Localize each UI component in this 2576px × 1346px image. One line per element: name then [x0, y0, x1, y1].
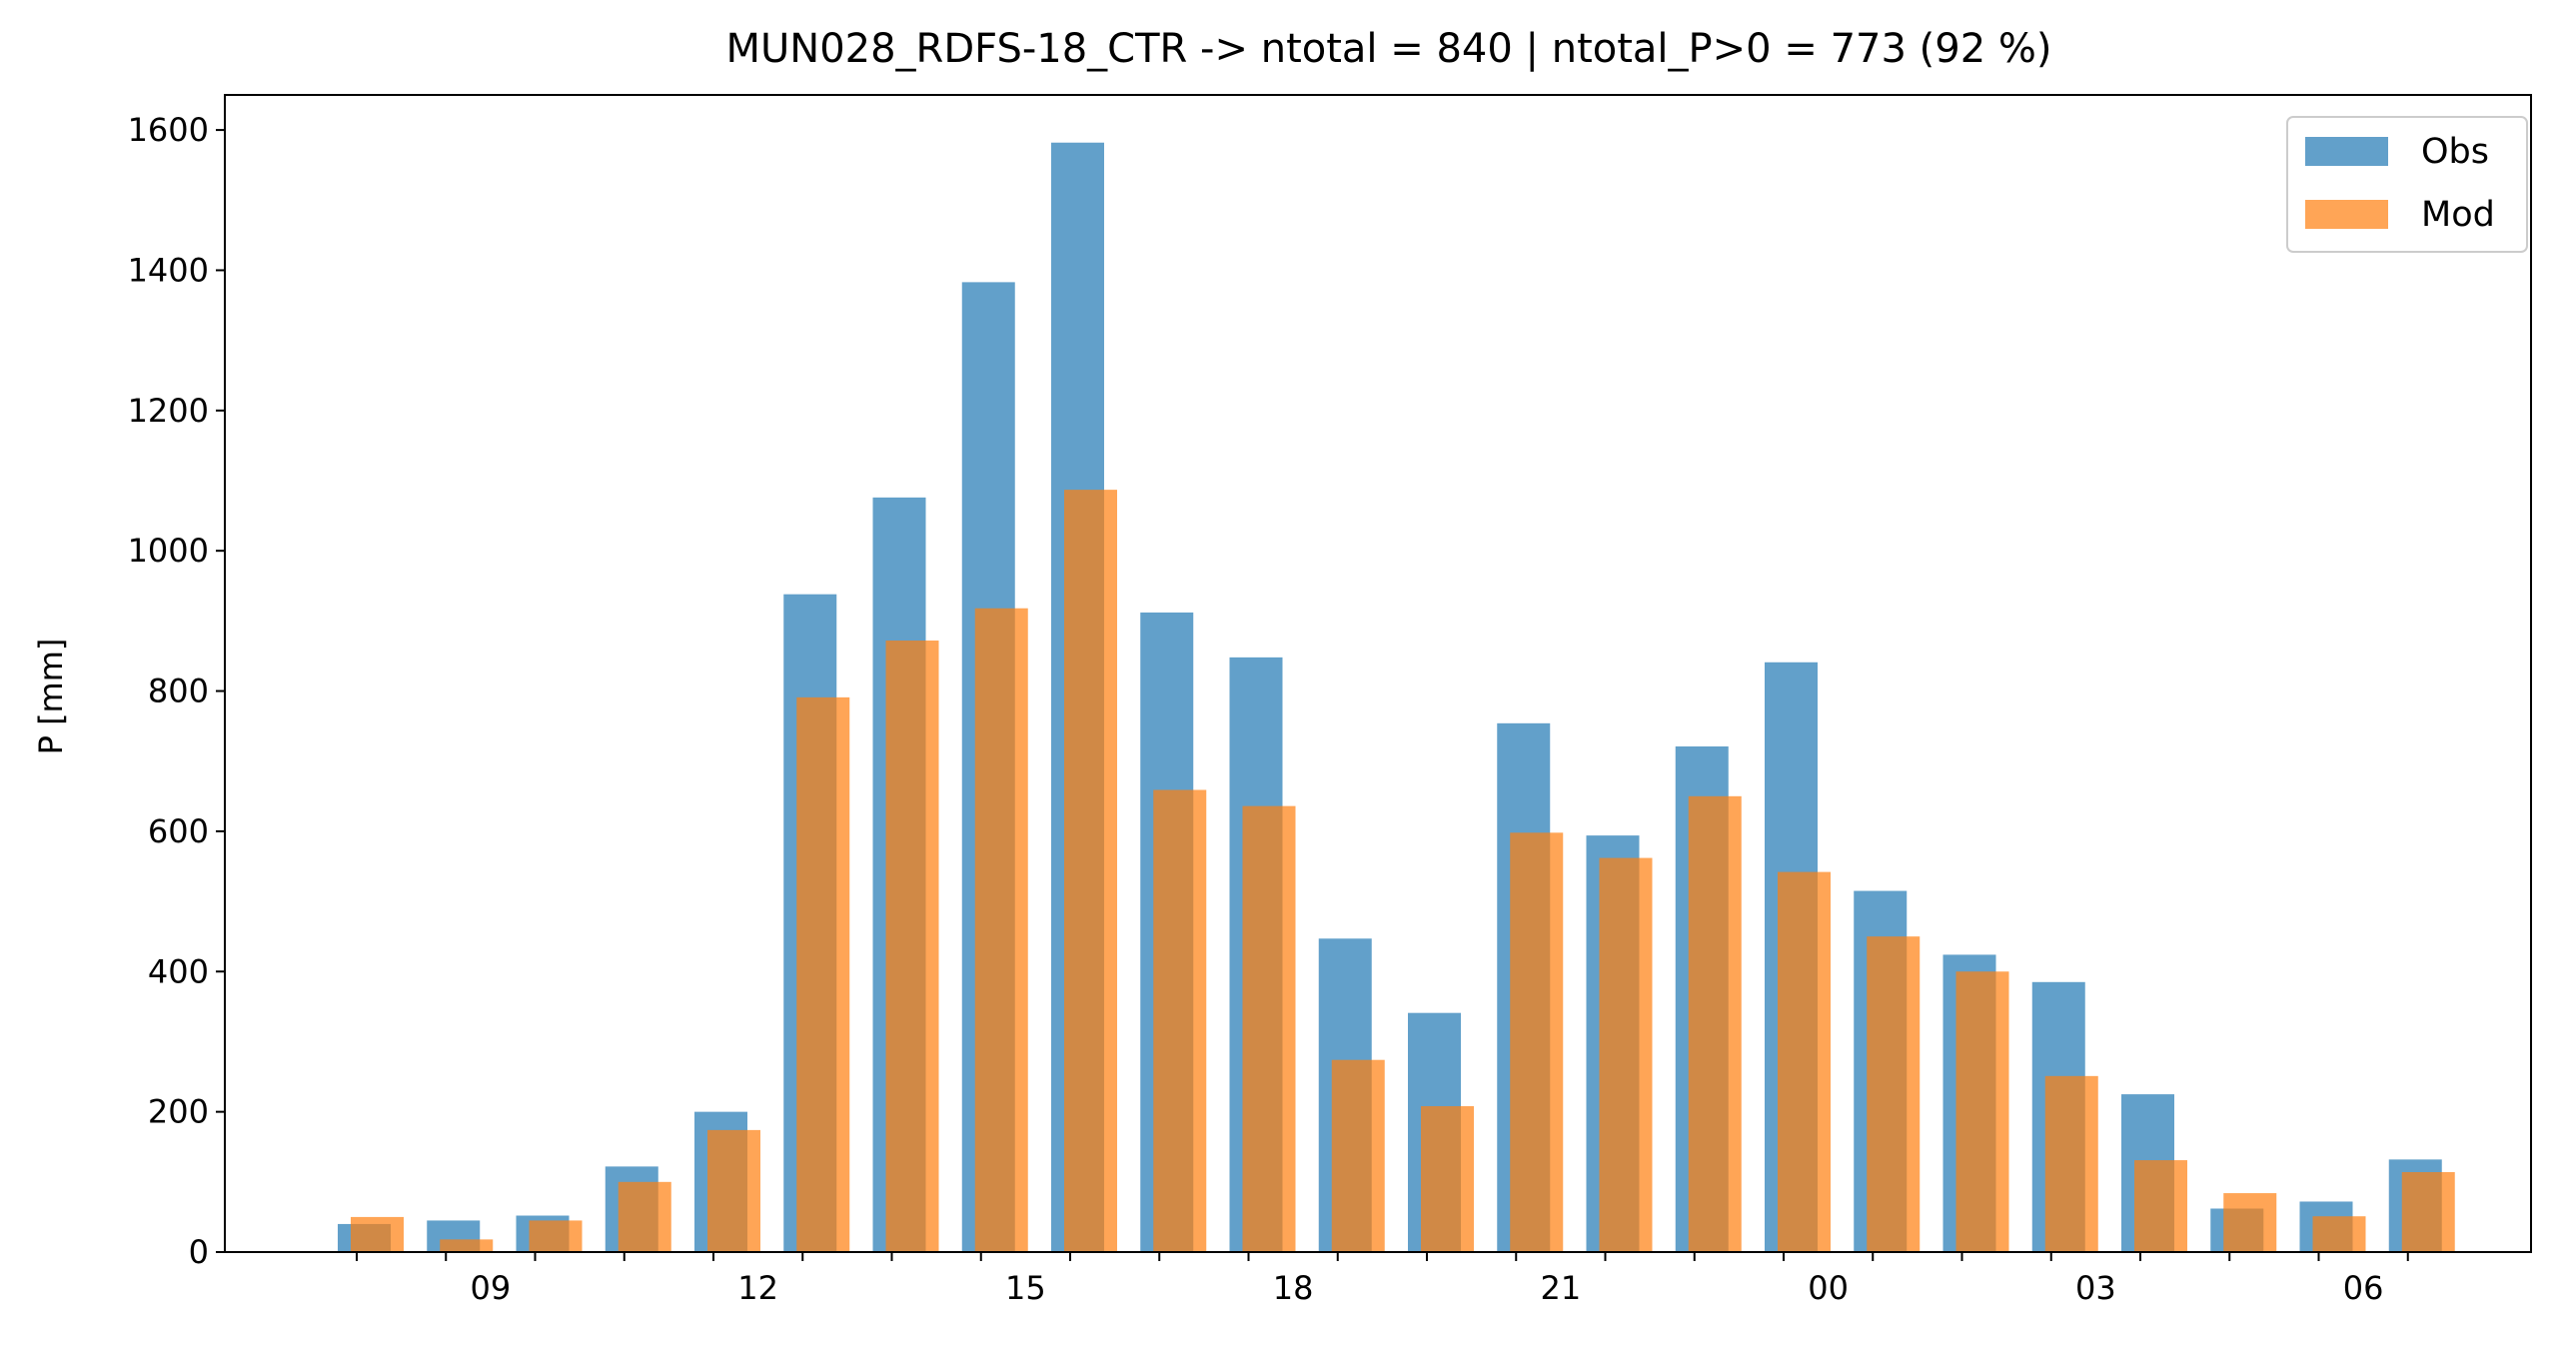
mod-bar: [1242, 805, 1296, 1252]
x-tick-label: 15: [1005, 1269, 1046, 1307]
y-tick-label: 1600: [128, 111, 209, 149]
mod-bar: [440, 1239, 494, 1252]
mod-bar: [351, 1216, 404, 1252]
mod-bar: [1867, 936, 1921, 1252]
mod-bar: [974, 608, 1028, 1252]
axes-frame: [224, 94, 2532, 1253]
y-tick-label: 200: [148, 1093, 209, 1131]
mod-bar: [2134, 1160, 2187, 1252]
axes: 0 200 400 600 800 1000 1200 1400 1600 09 12 15 18 21 0…: [128, 94, 2532, 1307]
mod-bar: [1421, 1106, 1474, 1252]
x-tick-label: 09: [471, 1269, 512, 1307]
mod-bar: [1688, 795, 1742, 1252]
y-axis-label: P [mm]: [32, 639, 70, 755]
y-tick-label: 1400: [128, 251, 209, 289]
mod-bar: [1153, 789, 1207, 1252]
mod-bar: [1599, 857, 1653, 1252]
mod-bar: [2223, 1193, 2277, 1252]
y-tick-label: 1200: [128, 392, 209, 430]
legend-label-obs: Obs: [2421, 132, 2489, 172]
mod-bar: [618, 1181, 671, 1252]
y-tick-label: 400: [148, 952, 209, 990]
y-tick-label: 1000: [128, 532, 209, 570]
x-tick-label: 18: [1273, 1269, 1314, 1307]
legend-swatch-mod: [2305, 200, 2388, 229]
y-tick-label: 600: [148, 812, 209, 850]
mod-bar: [2401, 1171, 2455, 1252]
mod-bar: [885, 641, 939, 1252]
mod-bar: [1510, 832, 1564, 1252]
mod-bar: [529, 1220, 583, 1252]
mod-bar: [1778, 871, 1831, 1252]
legend: Obs Mod: [2286, 116, 2528, 253]
y-tick-label: 0: [189, 1233, 209, 1271]
legend-label-mod: Mod: [2421, 195, 2495, 235]
legend-swatch-obs: [2305, 137, 2388, 166]
y-tick-label: 800: [148, 673, 209, 710]
x-tick-label: 06: [2343, 1269, 2384, 1307]
x-tick-label: 21: [1541, 1269, 1582, 1307]
mod-bar: [1064, 490, 1117, 1252]
x-tick-label: 03: [2075, 1269, 2116, 1307]
x-tick-label: 12: [737, 1269, 778, 1307]
mod-bar: [707, 1129, 760, 1252]
mod-series: [351, 490, 2455, 1252]
chart-title: MUN028_RDFS-18_CTR -> ntotal = 840 | nto…: [726, 26, 2052, 72]
x-tick-label: 00: [1808, 1269, 1849, 1307]
mod-bar: [796, 696, 850, 1252]
obs-series: [338, 142, 2442, 1252]
mod-bar: [2312, 1216, 2366, 1252]
mod-bar: [2044, 1075, 2098, 1252]
mod-bar: [1955, 971, 2009, 1252]
mod-bar: [1331, 1059, 1385, 1252]
